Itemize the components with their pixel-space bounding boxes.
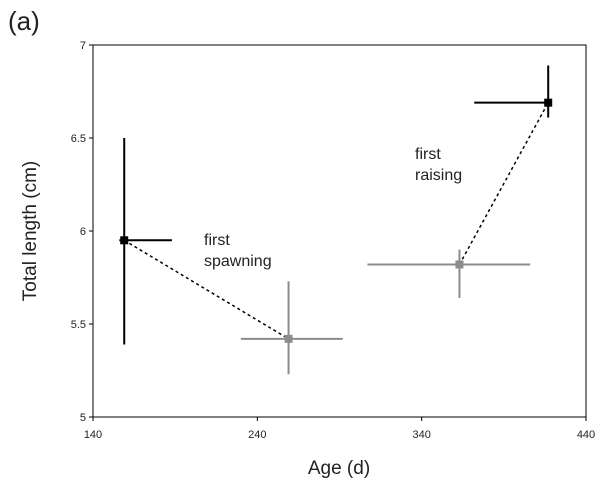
connector	[123, 239, 289, 340]
y-tick-label: 5	[80, 412, 86, 424]
plot-frame	[92, 44, 587, 418]
point	[544, 98, 553, 107]
x-tick-label: 140	[84, 429, 102, 441]
y-tick-label: 5.5	[71, 319, 86, 331]
point	[120, 236, 129, 245]
y-tick-label: 6.5	[71, 133, 86, 145]
panel-label: (a)	[8, 6, 40, 36]
connector	[458, 102, 549, 265]
point	[284, 334, 293, 343]
annotation: spawning	[204, 253, 272, 270]
y-tick-label: 7	[80, 40, 86, 52]
x-axis-title: Age (d)	[308, 458, 370, 479]
x-tick-label: 240	[248, 429, 266, 441]
x-tick-label: 340	[412, 429, 430, 441]
x-tick-label: 440	[577, 429, 595, 441]
y-axis-title: Total length (cm)	[20, 161, 41, 301]
annotation: first	[204, 232, 230, 249]
y-tick-label: 6	[80, 226, 86, 238]
annotation: first	[415, 146, 441, 163]
point	[455, 260, 464, 269]
annotation: raising	[415, 167, 462, 184]
